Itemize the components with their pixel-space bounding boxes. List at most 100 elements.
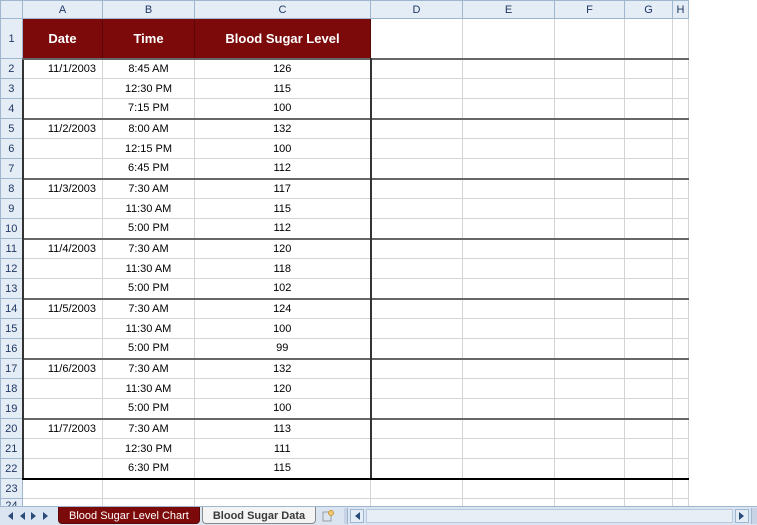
cell-H8[interactable] [673,179,689,199]
cell-F11[interactable] [555,239,625,259]
cell-G20[interactable] [625,419,673,439]
row-header[interactable]: 1 [1,19,23,59]
cell-G4[interactable] [625,99,673,119]
cell-H7[interactable] [673,159,689,179]
cell-D16[interactable] [371,339,463,359]
cell-B20[interactable]: 7:30 AM [103,419,195,439]
cell-E5[interactable] [463,119,555,139]
cell-B7[interactable]: 6:45 PM [103,159,195,179]
tab-nav-prev-icon[interactable] [17,509,27,523]
cell-C20[interactable]: 113 [195,419,371,439]
cell-H18[interactable] [673,379,689,399]
cell-E23[interactable] [463,479,555,499]
cell-G8[interactable] [625,179,673,199]
cell-H9[interactable] [673,199,689,219]
cell-G16[interactable] [625,339,673,359]
row-header[interactable]: 12 [1,259,23,279]
cell-E18[interactable] [463,379,555,399]
cell-B23[interactable] [103,479,195,499]
cell-D4[interactable] [371,99,463,119]
cell-C8[interactable]: 117 [195,179,371,199]
cell-C4[interactable]: 100 [195,99,371,119]
cell-B18[interactable]: 11:30 AM [103,379,195,399]
cell-B1[interactable]: Time [103,19,195,59]
cell-A4[interactable] [23,99,103,119]
cell-A23[interactable] [23,479,103,499]
cell-H11[interactable] [673,239,689,259]
cell-D22[interactable] [371,459,463,479]
cell-B2[interactable]: 8:45 AM [103,59,195,79]
sheet-tab-chart[interactable]: Blood Sugar Level Chart [58,507,200,524]
cell-F9[interactable] [555,199,625,219]
row-header[interactable]: 13 [1,279,23,299]
cell-A10[interactable] [23,219,103,239]
cell-A21[interactable] [23,439,103,459]
cell-A8[interactable]: 11/3/2003 [23,179,103,199]
tab-nav-next-icon[interactable] [29,509,39,523]
cell-C7[interactable]: 112 [195,159,371,179]
row-header[interactable]: 23 [1,479,23,499]
row-header[interactable]: 17 [1,359,23,379]
cell-G17[interactable] [625,359,673,379]
cell-B22[interactable]: 6:30 PM [103,459,195,479]
column-header-H[interactable]: H [673,1,689,19]
cell-H14[interactable] [673,299,689,319]
cell-E17[interactable] [463,359,555,379]
cell-B11[interactable]: 7:30 AM [103,239,195,259]
cell-F13[interactable] [555,279,625,299]
cell-F18[interactable] [555,379,625,399]
cell-H24[interactable] [673,499,689,507]
cell-G24[interactable] [625,499,673,507]
cell-H22[interactable] [673,459,689,479]
column-header-D[interactable]: D [371,1,463,19]
cell-A24[interactable] [23,499,103,507]
cell-C12[interactable]: 118 [195,259,371,279]
cell-E16[interactable] [463,339,555,359]
cell-F24[interactable] [555,499,625,507]
cell-B15[interactable]: 11:30 AM [103,319,195,339]
cell-F20[interactable] [555,419,625,439]
cell-D18[interactable] [371,379,463,399]
cell-B16[interactable]: 5:00 PM [103,339,195,359]
cell-G5[interactable] [625,119,673,139]
cell-A7[interactable] [23,159,103,179]
cell-A6[interactable] [23,139,103,159]
row-header[interactable]: 11 [1,239,23,259]
column-header-F[interactable]: F [555,1,625,19]
cell-G10[interactable] [625,219,673,239]
spreadsheet-grid[interactable]: ABCDEFGH1DateTimeBlood Sugar Level211/1/… [0,0,757,506]
cell-F21[interactable] [555,439,625,459]
cell-G6[interactable] [625,139,673,159]
cell-G2[interactable] [625,59,673,79]
cell-D19[interactable] [371,399,463,419]
cell-G13[interactable] [625,279,673,299]
cell-D20[interactable] [371,419,463,439]
row-header[interactable]: 21 [1,439,23,459]
cell-F1[interactable] [555,19,625,59]
cell-B19[interactable]: 5:00 PM [103,399,195,419]
row-header[interactable]: 5 [1,119,23,139]
cell-E9[interactable] [463,199,555,219]
cell-D13[interactable] [371,279,463,299]
cell-C19[interactable]: 100 [195,399,371,419]
cell-G21[interactable] [625,439,673,459]
cell-A17[interactable]: 11/6/2003 [23,359,103,379]
cell-F5[interactable] [555,119,625,139]
hscroll-right-icon[interactable] [735,509,749,523]
sheet-tab-data[interactable]: Blood Sugar Data [202,507,316,524]
cell-F16[interactable] [555,339,625,359]
cell-F14[interactable] [555,299,625,319]
row-header[interactable]: 24 [1,499,23,507]
cell-B12[interactable]: 11:30 AM [103,259,195,279]
cell-A18[interactable] [23,379,103,399]
cell-F19[interactable] [555,399,625,419]
row-header[interactable]: 4 [1,99,23,119]
cell-B14[interactable]: 7:30 AM [103,299,195,319]
cell-D3[interactable] [371,79,463,99]
row-header[interactable]: 18 [1,379,23,399]
cell-H16[interactable] [673,339,689,359]
row-header[interactable]: 19 [1,399,23,419]
cell-G19[interactable] [625,399,673,419]
cell-F17[interactable] [555,359,625,379]
cell-D21[interactable] [371,439,463,459]
